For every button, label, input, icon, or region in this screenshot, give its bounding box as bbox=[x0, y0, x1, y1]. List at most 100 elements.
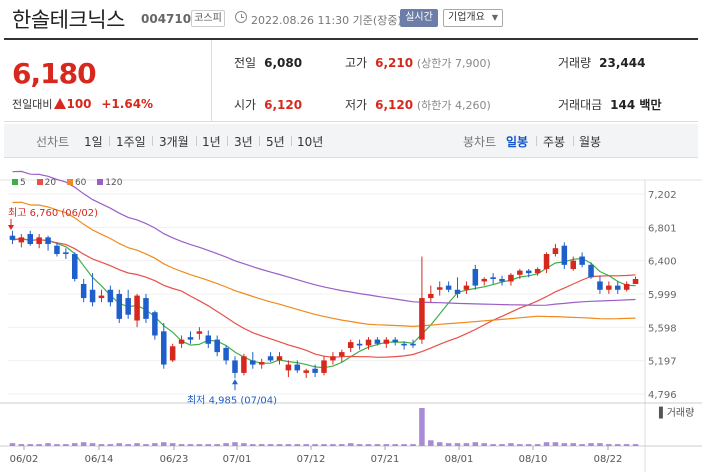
volume-bar bbox=[490, 444, 496, 446]
volume-bar bbox=[330, 444, 336, 446]
volume-bar bbox=[63, 444, 69, 446]
candle-body bbox=[534, 268, 541, 274]
candle-body bbox=[347, 342, 354, 348]
volume-bar bbox=[152, 443, 158, 446]
company-info-dropdown[interactable]: 기업개요 ▼ bbox=[443, 9, 503, 27]
volume-bar bbox=[294, 444, 301, 446]
amount-value: 144 백만 bbox=[610, 98, 662, 112]
volume-bar bbox=[214, 444, 220, 446]
high-price: 고가 6,210 (상한가 7,900) bbox=[345, 54, 491, 71]
y-tick-label: 6,801 bbox=[648, 223, 677, 234]
quote-details: 전일 6,080 고가 6,210 (상한가 7,900) 거래량 23,444 시가… bbox=[212, 40, 698, 122]
change-label: 전일대비 bbox=[12, 98, 53, 111]
x-tick-label: 07/21 bbox=[371, 454, 400, 465]
candle-body bbox=[356, 343, 363, 346]
volume-bar bbox=[481, 443, 487, 446]
volume-bar bbox=[347, 443, 354, 446]
y-tick-label: 5,999 bbox=[648, 290, 677, 301]
candle-body bbox=[276, 356, 283, 361]
volume-bar bbox=[339, 444, 345, 446]
candle-body bbox=[267, 356, 274, 361]
candle-body bbox=[597, 281, 603, 290]
volume-bar bbox=[534, 444, 541, 446]
upper-limit: (상한가 7,900) bbox=[416, 57, 491, 70]
volume-bar bbox=[36, 444, 42, 446]
candle-body bbox=[365, 339, 372, 346]
company-info-label: 기업개요 bbox=[448, 12, 485, 23]
volume-bar bbox=[614, 444, 621, 446]
tab-monthly[interactable]: 월봉 bbox=[579, 135, 602, 149]
stock-header: 한솔테크닉스 004710 코스피 2022.08.26 11:30 기준(장중… bbox=[0, 0, 702, 38]
y-tick-label: 6,400 bbox=[648, 257, 677, 268]
candle-body bbox=[588, 264, 594, 278]
volume-bar bbox=[588, 443, 594, 446]
volume-bar bbox=[632, 444, 639, 446]
tab-3y[interactable]: 3년 bbox=[234, 135, 253, 149]
y-tick-label: 7,202 bbox=[648, 190, 677, 201]
volume-bar bbox=[125, 444, 131, 446]
clock-icon bbox=[235, 11, 247, 23]
ma5-line bbox=[12, 237, 636, 369]
candle-body bbox=[258, 362, 265, 365]
volume-bar bbox=[161, 442, 167, 446]
candle-body bbox=[36, 237, 42, 245]
candle-body bbox=[606, 285, 612, 290]
volume-bar bbox=[374, 444, 381, 446]
ma20-line bbox=[12, 237, 636, 358]
candle-body bbox=[9, 235, 16, 240]
candle-body bbox=[125, 298, 131, 315]
volume-bar bbox=[178, 444, 185, 446]
volume-bar bbox=[436, 442, 443, 446]
realtime-button[interactable]: 실시간 bbox=[400, 9, 438, 27]
volume-bar bbox=[552, 442, 559, 446]
volume-bar bbox=[134, 443, 140, 446]
candle-body bbox=[72, 254, 78, 279]
volume-bar bbox=[72, 443, 78, 446]
candle-body bbox=[339, 352, 345, 357]
volume-bar bbox=[365, 444, 372, 446]
candle-body bbox=[410, 343, 416, 346]
prev-close-label: 전일 bbox=[234, 56, 257, 70]
candle-body bbox=[490, 277, 496, 279]
candle-body bbox=[285, 364, 292, 371]
volume-bar bbox=[579, 444, 585, 446]
volume-bar bbox=[187, 444, 194, 446]
volume-bar bbox=[543, 442, 550, 446]
candle-body bbox=[383, 339, 390, 344]
candle-body bbox=[499, 278, 505, 282]
candle-body bbox=[508, 274, 514, 282]
candle-body bbox=[392, 339, 398, 343]
volume-bar bbox=[570, 443, 576, 446]
volume-bar bbox=[98, 444, 105, 446]
candle-body bbox=[205, 335, 212, 344]
tab-1w[interactable]: 1주일 bbox=[116, 135, 146, 149]
volume-bar bbox=[9, 443, 16, 446]
quote-panel: 6,180 전일대비 100 +1.64% 전일 6,080 고가 6,210 (상한… bbox=[4, 38, 698, 122]
tab-1y[interactable]: 1년 bbox=[202, 135, 221, 149]
tab-5y[interactable]: 5년 bbox=[266, 135, 285, 149]
candle-body bbox=[632, 278, 639, 284]
candle-body bbox=[134, 295, 140, 321]
volume-bar bbox=[472, 442, 479, 446]
current-price-box: 6,180 전일대비 100 +1.64% bbox=[4, 40, 212, 122]
volume-bar bbox=[285, 444, 292, 446]
volume-bar bbox=[463, 443, 470, 446]
tab-weekly[interactable]: 주봉 bbox=[543, 135, 566, 149]
tab-1d[interactable]: 1일 bbox=[84, 135, 103, 149]
price-chart: 5 20 60 120 7,202 6,801 6,400 5,999 5,598 5,1… bbox=[0, 170, 702, 472]
volume-bar bbox=[419, 408, 425, 446]
candlestick-svg[interactable]: 7,202 6,801 6,400 5,999 5,598 5,197 4,796 06/02… bbox=[0, 170, 702, 472]
tab-daily[interactable]: 일봉 bbox=[506, 135, 529, 149]
tab-3m[interactable]: 3개월 bbox=[159, 135, 189, 149]
y-tick-label: 4,796 bbox=[648, 390, 677, 401]
candle-body bbox=[543, 254, 550, 269]
candle-body bbox=[321, 360, 327, 373]
max-annotation: 최고 6,760 (06/02) bbox=[8, 207, 98, 219]
candle-body bbox=[152, 312, 158, 336]
x-tick-label: 08/22 bbox=[594, 454, 623, 465]
tab-10y[interactable]: 10년 bbox=[297, 135, 324, 149]
volume-label: ▌거래량 bbox=[658, 406, 694, 419]
candle-body bbox=[232, 360, 238, 373]
legend-ma20: 20 bbox=[36, 178, 56, 188]
x-tick-label: 06/14 bbox=[85, 454, 114, 465]
